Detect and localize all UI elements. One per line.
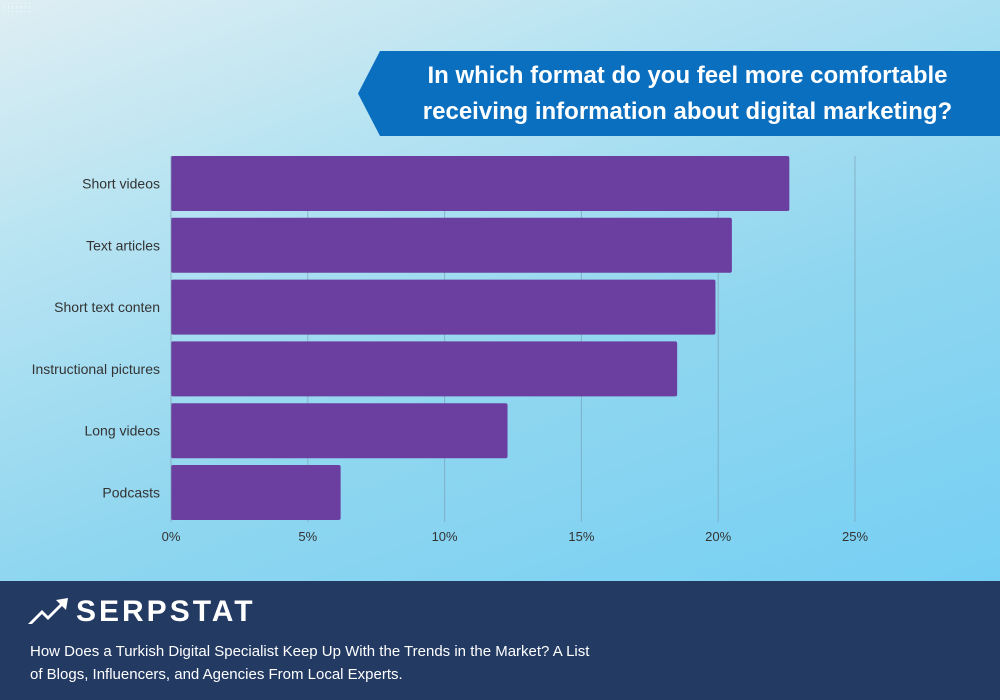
bar-chart: 0% 5% 10% 15% 20% 25% Short videos Text article… [32,156,868,544]
trend-arrow-icon [28,598,68,624]
bar [171,217,732,273]
x-tick-label: 25% [842,529,868,544]
y-category-label: Instructional pictures [32,361,160,377]
x-tick-label: 10% [432,529,458,544]
x-tick-label: 15% [568,529,594,544]
brand-name: SERPSTAT [76,595,256,628]
bar [171,403,508,459]
bar [171,341,678,397]
bar [171,156,790,211]
y-category-label: Long videos [84,423,160,439]
y-category-label: Text articles [86,237,160,253]
x-tick-label: 20% [705,529,731,544]
serpstat-logo: SERPSTAT [28,595,256,629]
chart-title: In which format do you feel more comfort… [422,61,953,125]
bar [171,279,716,335]
x-tick-label: 5% [298,529,317,544]
y-category-label: Podcasts [102,485,160,501]
bar [171,465,341,520]
y-category-label: Short videos [82,176,160,192]
footer: SERPSTAT How Does a Turkish Digital Spec… [0,581,1000,700]
x-tick-label: 0% [162,529,181,544]
title-banner: In which format do you feel more comfort… [358,51,1000,136]
footer-caption: How Does a Turkish Digital Specialist Ke… [30,643,590,683]
y-category-label: Short text conten [54,299,160,315]
corner-dots-decoration: :::::::::::::: [3,0,33,14]
